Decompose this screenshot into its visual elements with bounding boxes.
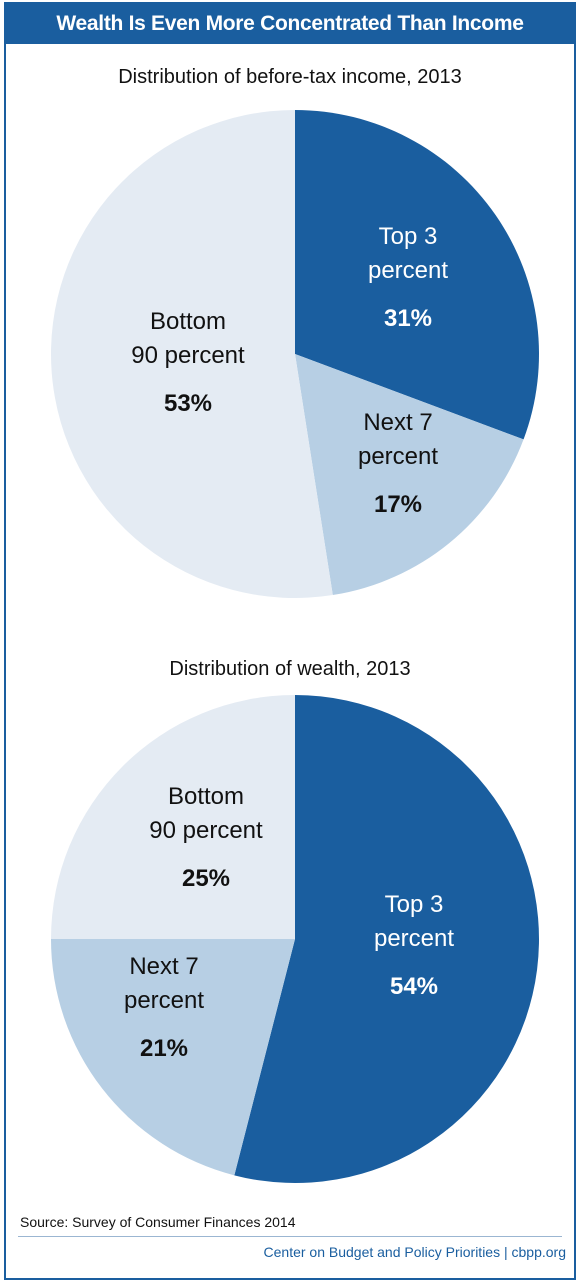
- chart-header: Wealth Is Even More Concentrated Than In…: [6, 4, 574, 44]
- income-slice-bottom-90: [50, 110, 333, 599]
- wealth-bottom-90-label-line1: Bottom: [168, 783, 244, 810]
- wealth-next-7-value-label: 21%: [140, 1035, 188, 1062]
- income-next-7-label-line2: percent: [358, 443, 438, 470]
- credit-line: Center on Budget and Policy Priorities |…: [263, 1244, 566, 1260]
- wealth-top-3-value-label: 54%: [390, 973, 438, 1000]
- income-bottom-90-value-label: 53%: [164, 390, 212, 417]
- income-slice-top-3: [295, 110, 539, 440]
- income-bottom-90-label-line1: Bottom: [150, 308, 226, 335]
- wealth-top-3-label-line2: percent: [374, 925, 454, 952]
- income-next-7-label-line1: Next 7: [363, 409, 432, 436]
- wealth-slice-top-3: [234, 695, 539, 1183]
- wealth-top-3-label-line1: Top 3: [385, 891, 444, 918]
- wealth-next-7-label-line2: percent: [124, 987, 204, 1014]
- wealth-bottom-90-value-label: 25%: [182, 865, 230, 892]
- chart-frame: Wealth Is Even More Concentrated Than In…: [4, 2, 576, 1280]
- source-note: Source: Survey of Consumer Finances 2014: [20, 1214, 296, 1230]
- wealth-bottom-90-label-line2: 90 percent: [149, 817, 263, 844]
- income-top-3-label-line2: percent: [368, 257, 448, 284]
- income-next-7-value-label: 17%: [374, 491, 422, 518]
- wealth-chart-title: Distribution of wealth, 2013: [169, 658, 411, 680]
- income-top-3-value-label: 31%: [384, 305, 432, 332]
- income-top-3-label-line1: Top 3: [379, 223, 438, 250]
- income-pie-chart: Top 3 percent 31% Next 7 percent 17% Bottom 90 …: [50, 110, 539, 599]
- income-slice-next-7: [295, 354, 524, 596]
- wealth-next-7-label-line1: Next 7: [129, 953, 198, 980]
- wealth-slice-next-7: [50, 939, 296, 1176]
- footer-divider: [18, 1236, 562, 1237]
- income-bottom-90-label-line2: 90 percent: [131, 342, 245, 369]
- wealth-pie-chart: Top 3 percent 54% Next 7 percent 21% Bottom 90 …: [50, 695, 539, 1183]
- income-chart-title: Distribution of before-tax income, 2013: [118, 66, 462, 88]
- wealth-slice-bottom-90: [51, 695, 295, 939]
